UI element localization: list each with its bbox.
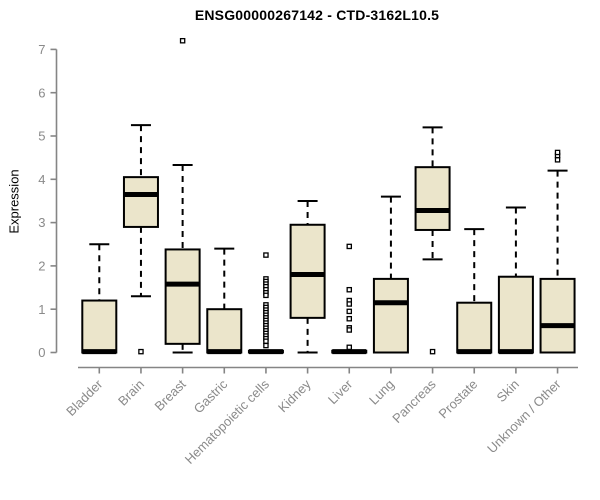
outlier-point-unknown-other [554,149,561,156]
outlier-point-liver [346,308,353,315]
box-pancreas [414,166,451,231]
box-lung [372,277,409,354]
box-gastric [206,308,243,354]
box-brain [122,176,159,228]
y-tick-label: 7 [38,42,45,57]
x-tick-label-brain: Brain [115,377,147,409]
y-tick-label: 6 [38,85,45,100]
x-tick-label-skin: Skin [494,377,522,405]
outlier-point-hematopoietic-cells [263,342,269,349]
y-tick-label: 0 [38,345,45,360]
x-tick-label-lung: Lung [366,377,397,408]
x-tick-label-pancreas: Pancreas [389,376,439,426]
outlier-point-liver [346,327,353,333]
y-tick-label: 5 [38,129,45,144]
box-prostate [456,301,493,354]
x-tick-label-breast: Breast [152,376,189,413]
box-bladder [81,299,118,354]
x-tick-label-kidney: Kidney [275,376,314,415]
x-tick-label-gastric: Gastric [191,376,231,416]
box-unknown-other [539,277,576,354]
outlier-point-unknown-other [554,157,561,163]
outlier-point-hematopoietic-cells [263,338,269,344]
box-breast [164,248,201,345]
x-tick-label-liver: Liver [325,376,356,407]
y-tick-label: 3 [38,215,45,230]
outlier-point-hematopoietic-cells [263,252,269,258]
outlier-point-brain [138,348,144,355]
outlier-point-breast [179,37,186,44]
chart-title: ENSG00000267142 - CTD-3162L10.5 [194,7,440,23]
x-tick-label-bladder: Bladder [63,376,106,419]
box-skin [497,275,534,354]
y-tick-label: 2 [38,258,45,273]
outlier-point-liver [346,344,353,351]
y-tick-label: 4 [38,172,45,187]
outlier-point-pancreas [429,348,436,355]
outlier-point-liver [346,301,353,307]
box-kidney [289,223,326,319]
outlier-point-liver [346,286,353,293]
outlier-point-hematopoietic-cells [263,292,269,299]
outlier-point-liver [346,315,353,322]
y-tick-label: 1 [38,302,45,317]
outlier-point-liver [346,243,353,250]
x-tick-label-prostate: Prostate [436,377,481,422]
x-tick-label-unknown-other: Unknown / Other [484,376,564,456]
y-axis-title: Expression [6,169,22,234]
